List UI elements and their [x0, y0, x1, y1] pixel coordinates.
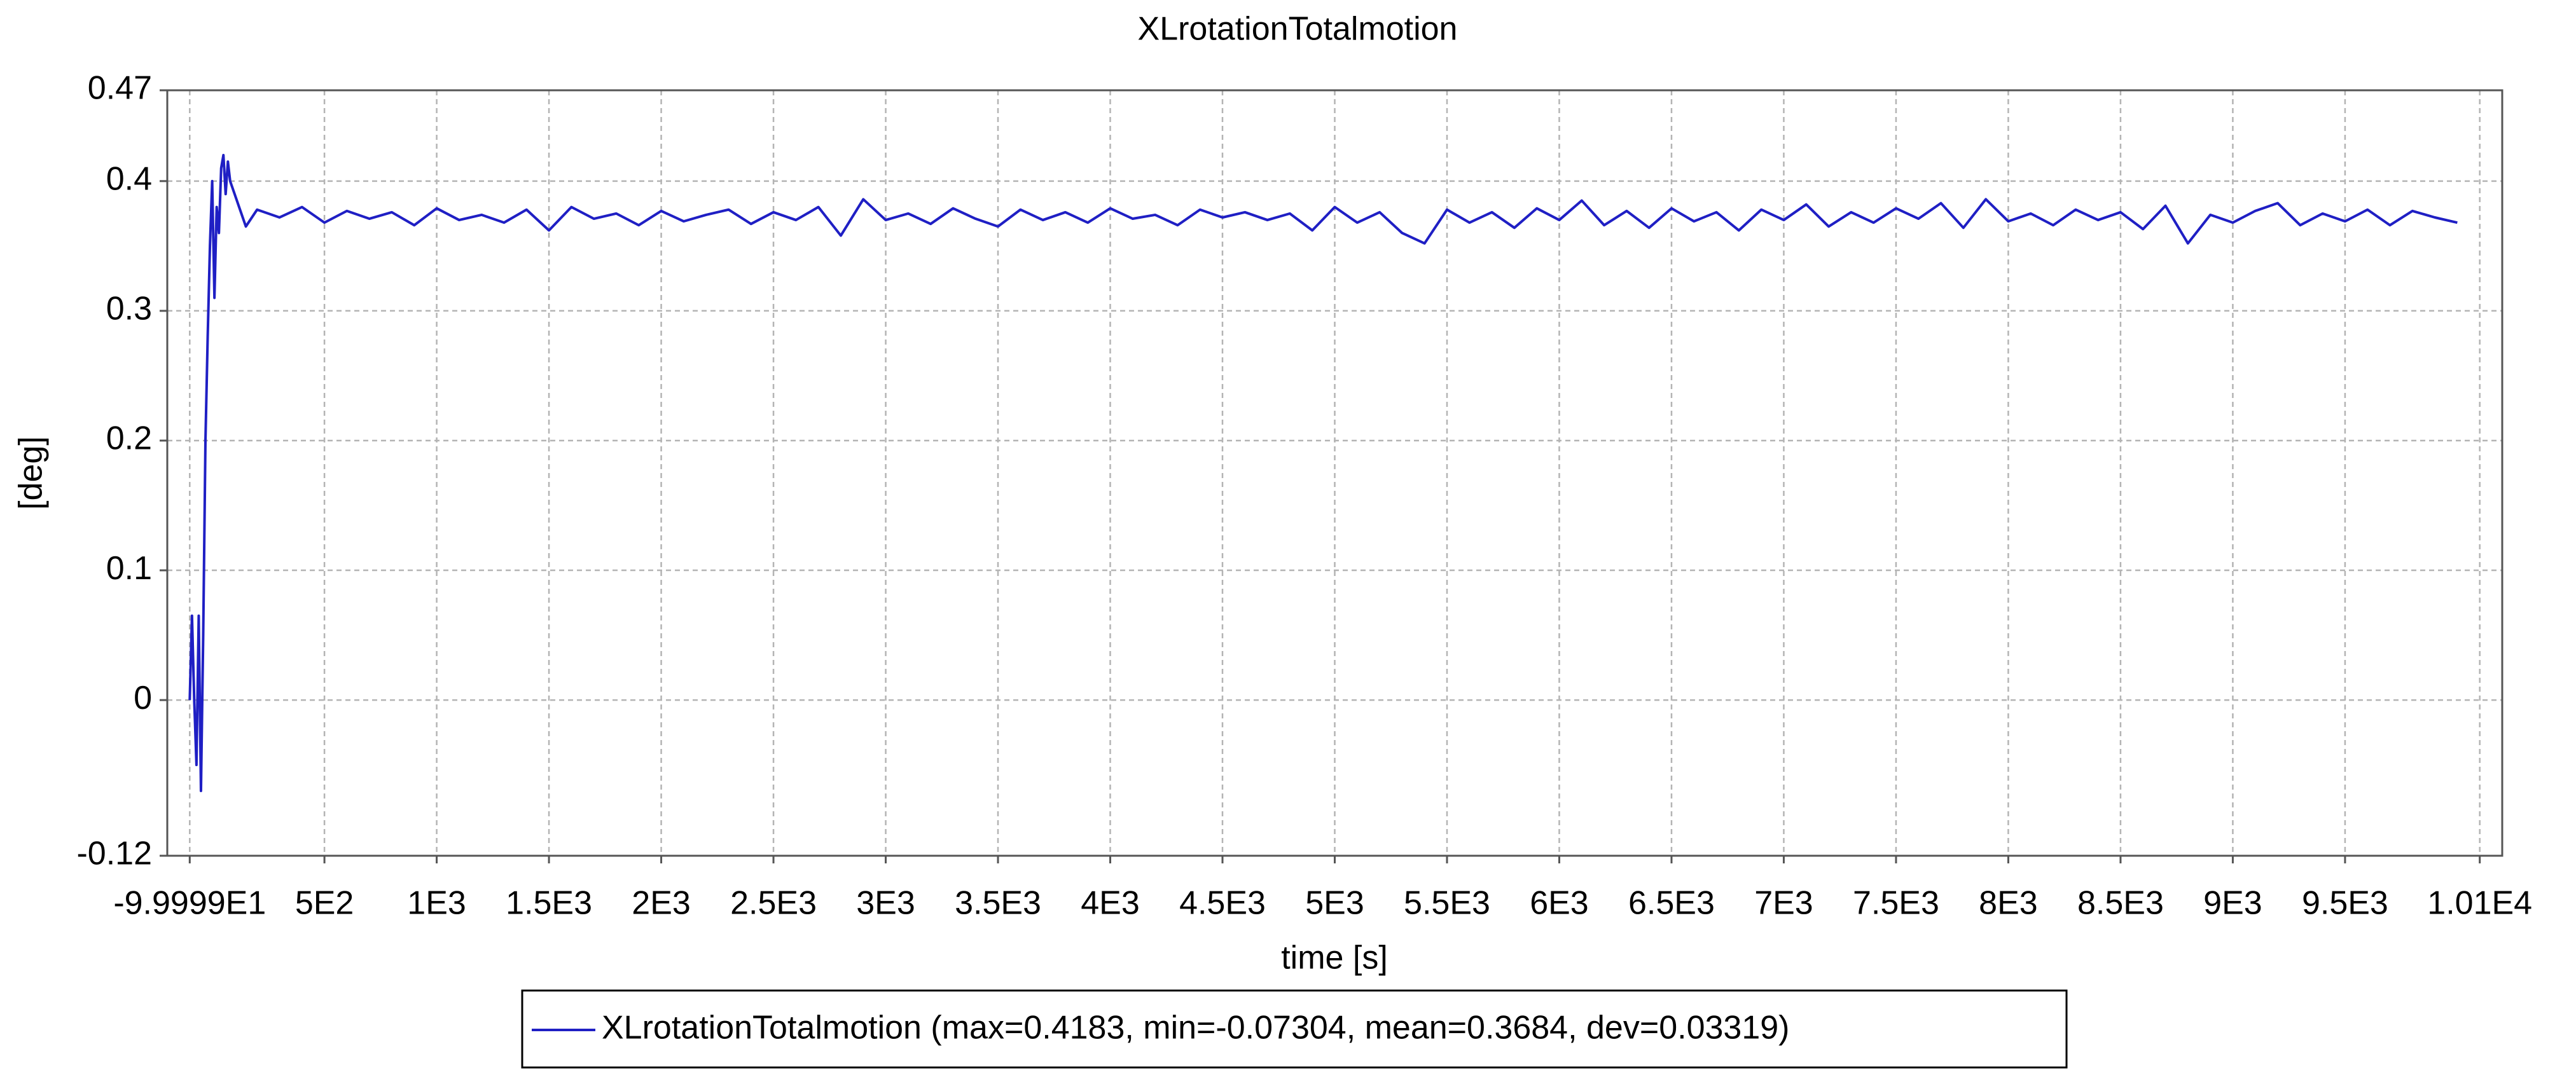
y-tick-label: 0.47	[88, 70, 152, 107]
x-tick-label: 4.5E3	[1179, 885, 1266, 922]
x-axis-label: time [s]	[1281, 940, 1388, 977]
legend-label: XLrotationTotalmotion (max=0.4183, min=-…	[602, 1010, 1789, 1046]
y-axis-label: [deg]	[13, 436, 50, 510]
x-tick-label: 5E2	[295, 885, 354, 922]
y-tick-label: 0.3	[106, 291, 152, 327]
y-tick-label: 0.1	[106, 550, 152, 587]
x-tick-label: -9.9999E1	[113, 885, 266, 922]
x-tick-label: 7E3	[1754, 885, 1813, 922]
x-tick-label: 9.5E3	[2302, 885, 2388, 922]
data-line	[188, 154, 2458, 792]
x-tick-label: 2E3	[632, 885, 691, 922]
chart-title: XLrotationTotalmotion	[1138, 11, 1458, 48]
x-tick-label: 3E3	[856, 885, 915, 922]
x-tick-label: 2.5E3	[730, 885, 817, 922]
y-tick-label: 0.4	[106, 161, 152, 198]
x-tick-label: 1E3	[407, 885, 466, 922]
x-tick-label: 9E3	[2203, 885, 2262, 922]
y-tick-label: 0.2	[106, 420, 152, 457]
x-tick-label: 5.5E3	[1404, 885, 1490, 922]
legend	[521, 989, 2068, 1069]
x-tick-label: 5E3	[1305, 885, 1364, 922]
y-tick-label: 0	[134, 680, 152, 717]
x-tick-label: 4E3	[1081, 885, 1140, 922]
x-tick-label: 1.01E4	[2427, 885, 2532, 922]
x-tick-label: 6.5E3	[1628, 885, 1715, 922]
x-tick-label: 1.5E3	[506, 885, 592, 922]
x-tick-label: 8E3	[1979, 885, 2038, 922]
x-tick-label: 3.5E3	[955, 885, 1041, 922]
x-tick-label: 7.5E3	[1853, 885, 1939, 922]
y-tick-label: -0.12	[76, 835, 152, 872]
x-tick-label: 6E3	[1530, 885, 1589, 922]
x-tick-label: 8.5E3	[2077, 885, 2164, 922]
